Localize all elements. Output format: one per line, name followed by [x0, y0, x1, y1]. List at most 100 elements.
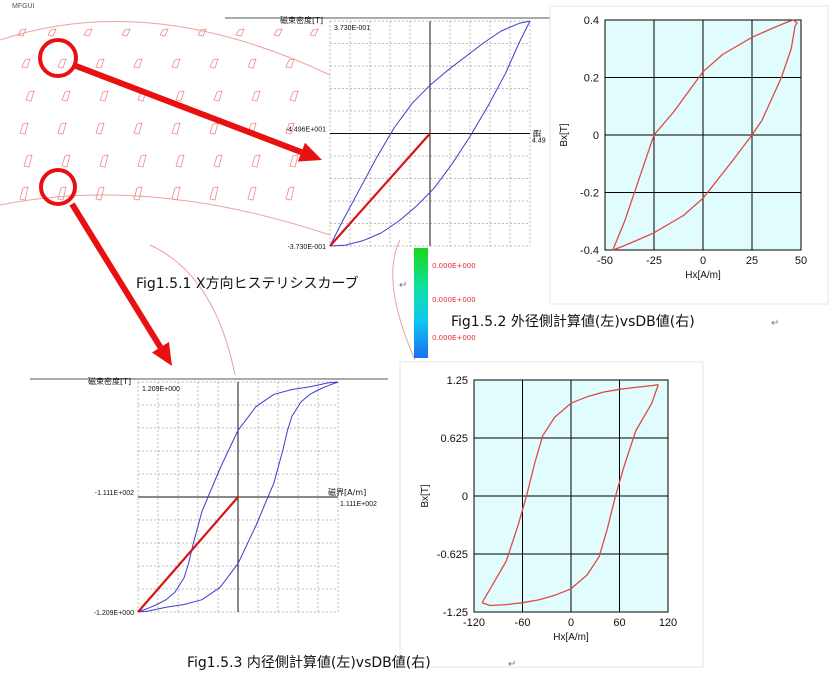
- x-tick-label: 120: [659, 617, 677, 629]
- caption-fig2: Fig1.5.2 外径側計算値(左)vsDB値(右): [451, 314, 695, 330]
- mesh-element: [285, 186, 295, 201]
- x-axis-label: Hx[A/m]: [553, 632, 589, 643]
- paragraph-mark-3: ↵: [508, 659, 516, 670]
- db-branch-1: [612, 19, 798, 251]
- initial-magnetization-curve: [137, 496, 239, 613]
- mesh-element: [247, 58, 257, 69]
- colorbar-label-3: 0.000E+000: [432, 334, 476, 342]
- mesh-element: [21, 58, 31, 69]
- x-min-label: -4.496E+001: [286, 127, 326, 134]
- mesh-element: [175, 90, 185, 102]
- mesh-element: [19, 186, 29, 201]
- outer-db-chart: -50 -25 0 25 50 -0.4 -0.2 0 0.2 0.4 Hx[A/m] Bx[T]: [549, 5, 829, 305]
- x-tick-label: 0: [700, 255, 706, 267]
- mesh-element: [57, 122, 67, 135]
- mesh-arc-inner: [0, 194, 331, 236]
- mesh-arc-lower: [149, 244, 236, 376]
- mesh-element: [25, 90, 35, 102]
- mesh-element: [159, 28, 169, 37]
- caption-fig1: Fig1.5.1 X方向ヒステリシスカーブ: [136, 275, 359, 292]
- mesh-element: [251, 154, 261, 168]
- hysteresis-branch-2: [329, 20, 531, 247]
- colorbar-gradient: [414, 248, 428, 358]
- arrow-to-outer-sim: [74, 63, 322, 162]
- mesh-element: [285, 58, 295, 69]
- y-axis-label: Bx[T]: [559, 123, 570, 147]
- mesh-element: [19, 122, 29, 135]
- mesh-element: [133, 122, 143, 135]
- mesh-element: [289, 154, 299, 168]
- hysteresis-branch-1: [137, 381, 339, 613]
- app-label: MFGUI: [12, 3, 35, 10]
- y-tick-label: 1.25: [447, 375, 468, 387]
- y-tick-label: 0.625: [440, 433, 468, 445]
- x-tick-label: -25: [646, 255, 662, 267]
- mesh-element: [57, 58, 67, 69]
- caption-fig3: Fig1.5.3 内径側計算値(左)vsDB値(右): [187, 655, 431, 671]
- colorbar: 0.000E+000 0.000E+000 0.000E+000: [414, 248, 476, 358]
- y-axis-label: Bx[T]: [420, 484, 431, 508]
- db-branch-1: [481, 383, 659, 604]
- mesh-element: [175, 154, 185, 168]
- db-branch-2: [481, 384, 659, 607]
- x-axis-label: 磁: [532, 130, 542, 138]
- highlight-circle-inner: [39, 168, 77, 206]
- mesh-element: [99, 90, 109, 102]
- mesh-element: [23, 154, 33, 168]
- y-tick-label: -0.2: [580, 188, 599, 200]
- mesh-element: [309, 28, 319, 37]
- mesh-element: [133, 186, 143, 201]
- mesh-element: [289, 90, 299, 102]
- arrow-to-outer-sim-shaft: [74, 63, 303, 155]
- inner-db-chart: -120 -60 0 60 120 -1.25 -0.625 0 0.625 1.25 Hx[A/m…: [399, 361, 704, 668]
- mesh-element: [235, 28, 245, 37]
- mesh-element: [171, 186, 181, 201]
- arrow-to-inner-sim-shaft: [69, 202, 163, 349]
- mesh-element: [99, 154, 109, 168]
- mesh-element: [83, 28, 93, 37]
- x-tick-label: 60: [613, 617, 625, 629]
- x-tick-label: -60: [515, 617, 531, 629]
- mesh-element: [171, 122, 181, 135]
- mesh-arc-right: [392, 239, 416, 361]
- y-tick-label: -1.25: [443, 607, 468, 619]
- mesh-element: [209, 58, 219, 69]
- mesh-element: [251, 90, 261, 102]
- y-tick-label: 0: [462, 491, 468, 503]
- mesh-element: [213, 90, 223, 102]
- y-tick-label: 0.4: [584, 15, 599, 27]
- y-tick-label: 0: [593, 130, 599, 142]
- mesh-element: [61, 90, 71, 102]
- y-tick-label: 0.2: [584, 73, 599, 85]
- mesh-element: [95, 122, 105, 135]
- x-max-label: 1.111E+002: [340, 501, 377, 508]
- mesh-arc-outer: [0, 20, 331, 76]
- mesh-element: [121, 28, 131, 37]
- paragraph-mark-1: ↵: [399, 280, 407, 291]
- mesh-element: [197, 28, 207, 37]
- mesh-element: [47, 28, 57, 37]
- mesh-element: [17, 28, 27, 37]
- mesh-element: [213, 154, 223, 168]
- y-axis-label: 磁束密度[T]: [280, 15, 323, 25]
- x-axis-label: Hx[A/m]: [685, 270, 721, 281]
- x-tick-label: 25: [746, 255, 758, 267]
- callout-arrows: [69, 63, 322, 366]
- x-min-label: -1.111E+002: [95, 490, 134, 497]
- x-tick-label: 0: [568, 617, 574, 629]
- arrow-to-inner-sim-head: [151, 342, 172, 366]
- mesh-element: [209, 122, 219, 135]
- y-max-label: 1.209E+000: [142, 386, 180, 393]
- y-max-label: 3.730E-001: [334, 25, 370, 32]
- y-min-label: -1.209E+000: [94, 610, 134, 617]
- outer-sim-chart: 磁束密度[T] 3.730E-001 -3.730E-001 -4.496E+001 4…: [225, 15, 560, 251]
- db-branch-2: [612, 25, 796, 251]
- hysteresis-branch-1: [329, 20, 531, 247]
- mesh-element: [285, 122, 295, 135]
- colorbar-label-2: 0.000E+000: [432, 296, 476, 304]
- mesh-element: [273, 28, 283, 37]
- mesh-illustration: [0, 20, 416, 376]
- arrow-to-inner-sim: [69, 202, 172, 366]
- mesh-element: [171, 58, 181, 69]
